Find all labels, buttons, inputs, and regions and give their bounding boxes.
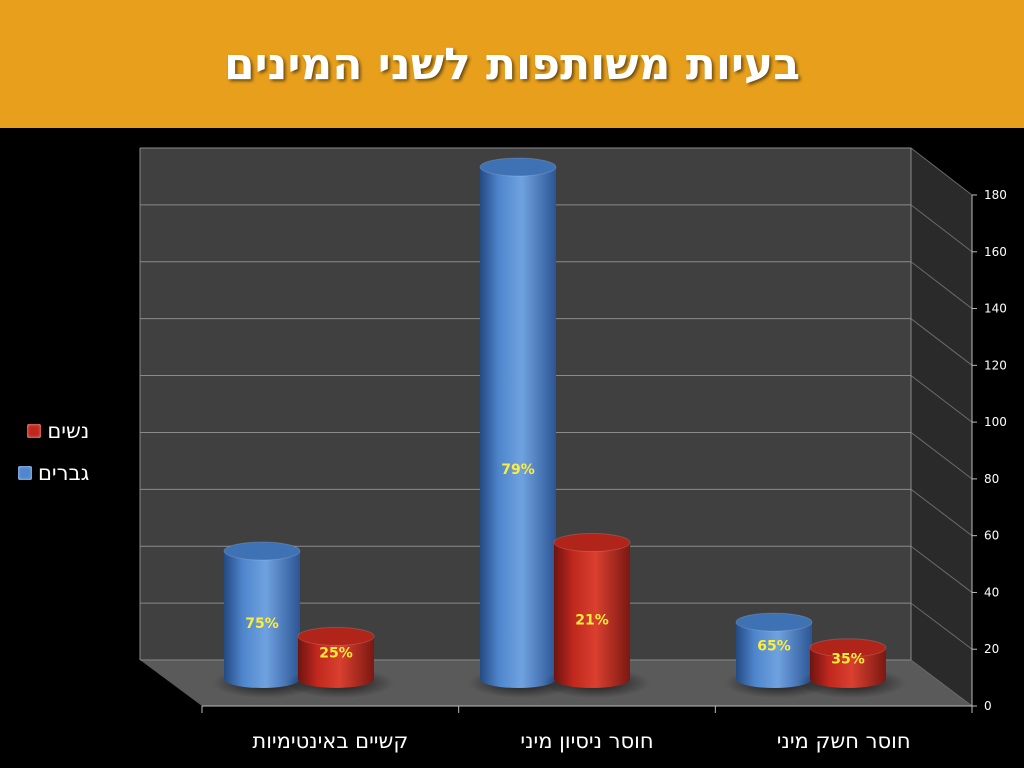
legend-item-women: נשים — [18, 410, 89, 452]
gridline-side — [910, 261, 973, 309]
y-tick-label: 40 — [984, 585, 999, 599]
bar-chart: 0 20 40 60 80 100 120 140 160 180 75% 25% 79% 21% 65%… — [139, 147, 1007, 753]
bar-men — [480, 167, 556, 688]
x-axis: קשיים באינטימיות חוסר ניסיון מיני חוסר חשק… — [201, 705, 973, 753]
category-label: חוסר ניסיון מיני — [520, 729, 653, 753]
y-tick-label: 160 — [984, 245, 1007, 259]
bar-men — [224, 551, 300, 688]
legend: נשים גברים — [18, 410, 89, 494]
bar-top — [553, 532, 631, 552]
y-tick-label: 80 — [984, 472, 999, 486]
gridline-side — [910, 432, 973, 480]
category-label: קשיים באינטימיות — [252, 729, 408, 753]
legend-label-men: גברים — [38, 461, 90, 485]
side-wall — [911, 148, 972, 706]
gridline-side — [910, 147, 973, 196]
title-bar: בעיות משותפות לשני המינים — [0, 0, 1024, 128]
bar-women — [554, 542, 630, 688]
bar-women — [810, 647, 886, 688]
gridline-side — [910, 545, 973, 593]
data-label: 35% — [831, 651, 865, 667]
y-tick-label: 60 — [984, 529, 999, 543]
bar-top — [479, 157, 557, 177]
bar-top — [223, 541, 301, 561]
bar-top — [809, 638, 887, 658]
data-label: 75% — [245, 616, 279, 632]
gridline-side — [910, 318, 973, 366]
bar-top — [297, 626, 375, 646]
y-axis: 0 20 40 60 80 100 120 140 160 180 — [971, 188, 1007, 713]
y-tick-label: 0 — [984, 699, 992, 713]
bar-men — [736, 622, 812, 688]
gridline-side — [910, 659, 973, 707]
category-label: חוסר חשק מיני — [777, 729, 911, 753]
legend-item-men: גברים — [18, 452, 89, 494]
gridline-side — [910, 204, 973, 253]
gridline-side — [910, 375, 973, 423]
data-label: 21% — [575, 612, 609, 628]
y-tick-label: 120 — [984, 358, 1007, 372]
y-tick-label: 20 — [984, 642, 999, 656]
y-tick-label: 180 — [984, 188, 1007, 202]
gridline-side — [910, 602, 973, 650]
data-label: 25% — [319, 646, 353, 662]
gridline-side — [910, 488, 973, 537]
bars: 75% 25% 79% 21% 65% 35% — [212, 157, 906, 698]
bar-women — [298, 636, 374, 688]
data-label: 79% — [501, 462, 535, 478]
y-tick-label: 100 — [984, 415, 1007, 429]
data-label: 65% — [757, 639, 791, 655]
chart-title: בעיות משותפות לשני המינים — [223, 38, 801, 90]
legend-swatch-women — [27, 424, 42, 438]
legend-label-women: נשים — [47, 419, 90, 443]
y-tick-label: 140 — [984, 302, 1007, 316]
legend-swatch-men — [18, 466, 32, 480]
bar-top — [735, 612, 813, 632]
